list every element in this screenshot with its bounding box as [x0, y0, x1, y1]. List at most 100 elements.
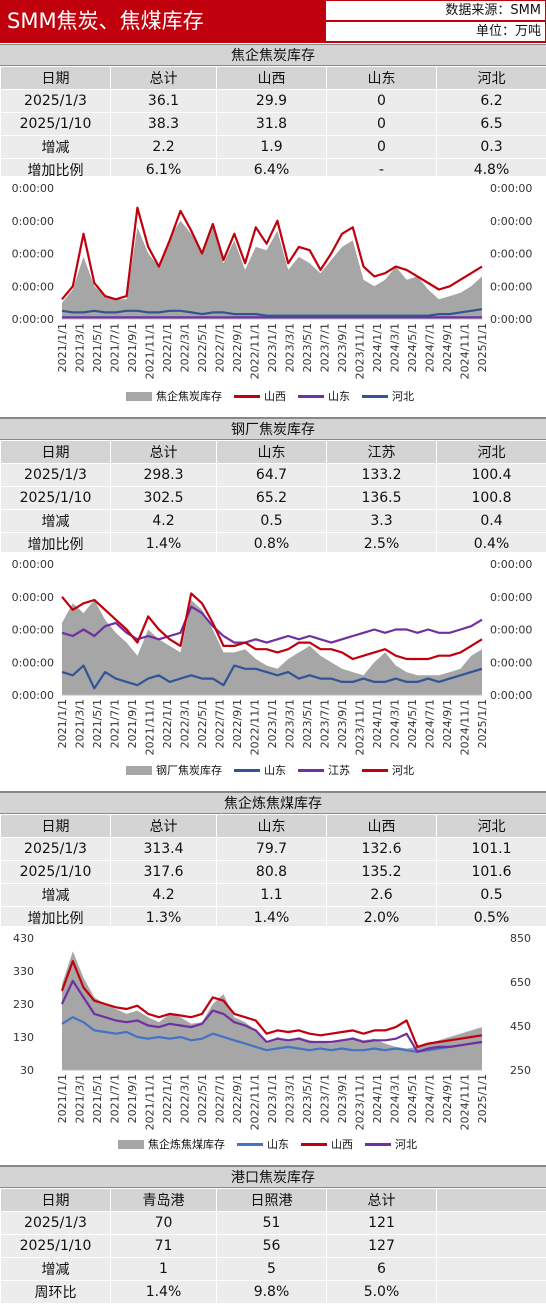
legend-label: 钢厂焦炭库存: [156, 762, 222, 778]
x-tick-label: 2024/1/1: [371, 323, 384, 372]
table-cell: [437, 1281, 546, 1304]
table-cell: 100.8: [437, 487, 546, 510]
table-cell: 增减: [1, 510, 111, 533]
x-tick-label: 2022/9/1: [231, 323, 244, 372]
x-tick-label: 2021/3/1: [74, 699, 87, 748]
table-cell: 增减: [1, 884, 111, 907]
column-header: 河北: [437, 441, 546, 464]
y-tick-label: 0:00:00: [12, 182, 54, 195]
table-cell: 133.2: [327, 464, 437, 487]
legend-swatch: [234, 395, 260, 398]
table-cell: 2025/1/3: [1, 1212, 111, 1235]
table-cell: 2025/1/3: [1, 90, 111, 113]
table-cell: 9.8%: [217, 1281, 327, 1304]
legend-label: 山东: [264, 762, 286, 778]
table-cell: 135.2: [327, 861, 437, 884]
table-cell: 周环比: [1, 1281, 111, 1304]
x-tick-label: 2025/1/1: [476, 323, 489, 372]
table-cell: 1.4%: [111, 1281, 217, 1304]
table-cell: 132.6: [327, 838, 437, 861]
x-tick-label: 2021/7/1: [109, 1074, 122, 1123]
data-source: 数据来源：SMM: [325, 0, 546, 21]
y-tick-label: 330: [13, 965, 34, 978]
x-tick-label: 2021/5/1: [91, 1074, 104, 1123]
table-cell: 0.5: [217, 510, 327, 533]
x-tick-label: 2021/1/1: [56, 323, 69, 372]
x-tick-label: 2022/7/1: [214, 1074, 227, 1123]
table-cell: 79.7: [217, 838, 327, 861]
table-cell: 1.1: [217, 884, 327, 907]
y2-tick-label: 450: [510, 1020, 531, 1033]
unit-label: 单位：万吨: [325, 21, 546, 42]
x-tick-label: 2022/7/1: [214, 323, 227, 372]
table-cell: 2025/1/3: [1, 838, 111, 861]
table-cell: 51: [217, 1212, 327, 1235]
table-cell: 100.4: [437, 464, 546, 487]
y-tick-label: 0:00:00: [12, 558, 54, 571]
x-tick-label: 2023/11/1: [354, 1074, 367, 1130]
x-tick-label: 2023/3/1: [284, 323, 297, 372]
column-header: 山东: [217, 441, 327, 464]
x-tick-label: 2021/9/1: [126, 1074, 139, 1123]
table-cell: 0: [327, 113, 437, 136]
x-tick-label: 2021/7/1: [109, 323, 122, 372]
x-tick-label: 2021/11/1: [144, 323, 157, 379]
x-tick-label: 2022/3/1: [179, 699, 192, 748]
legend-label: 江苏: [328, 762, 350, 778]
table-cell: 29.9: [217, 90, 327, 113]
legend-label: 焦企焦炭库存: [156, 388, 222, 404]
legend-label: 山东: [328, 388, 350, 404]
section-title: 钢厂焦炭库存: [0, 418, 546, 440]
legend-swatch: [126, 766, 152, 775]
x-tick-label: 2023/5/1: [301, 1074, 314, 1123]
x-tick-label: 2023/11/1: [354, 699, 367, 755]
legend-label: 河北: [392, 762, 414, 778]
x-tick-label: 2024/5/1: [406, 699, 419, 748]
legend-swatch: [362, 395, 388, 398]
report-title: SMM焦炭、焦煤库存: [0, 0, 325, 43]
table-cell: 136.5: [327, 487, 437, 510]
y2-tick-label: 650: [510, 976, 531, 989]
x-tick-label: 2021/5/1: [91, 323, 104, 372]
x-tick-label: 2022/7/1: [214, 699, 227, 748]
legend-swatch: [365, 1143, 391, 1146]
table-cell: 1.9: [217, 136, 327, 159]
table-cell: 2.6: [327, 884, 437, 907]
x-tick-label: 2023/5/1: [301, 323, 314, 372]
x-tick-label: 2022/11/1: [249, 1074, 262, 1130]
legend-label: 河北: [395, 1136, 417, 1152]
column-header: 总计: [111, 815, 217, 838]
table-cell: 增减: [1, 1258, 111, 1281]
x-tick-label: 2022/5/1: [196, 323, 209, 372]
x-tick-label: 2025/1/1: [476, 699, 489, 748]
x-tick-label: 2021/3/1: [74, 323, 87, 372]
x-tick-label: 2021/9/1: [126, 323, 139, 372]
table-cell: 56: [217, 1235, 327, 1258]
chart-legend: 焦企炼焦煤库存山东山西河北: [118, 1136, 425, 1152]
table-cell: 0.5: [437, 884, 546, 907]
table-cell: 0: [327, 136, 437, 159]
x-tick-label: 2023/7/1: [319, 323, 332, 372]
column-header: 日期: [1, 1189, 111, 1212]
table-header-row: 日期青岛港日照港总计: [1, 1189, 546, 1212]
y2-tick-label: 0:00:00: [490, 689, 532, 702]
column-header: 山东: [327, 67, 437, 90]
table-cell: 增减: [1, 136, 111, 159]
table-cell: 4.2: [111, 884, 217, 907]
table-cell: 101.1: [437, 838, 546, 861]
table-cell: [437, 1235, 546, 1258]
series-area: [62, 221, 482, 319]
x-tick-label: 2022/9/1: [231, 699, 244, 748]
table-cell: 121: [327, 1212, 437, 1235]
table-cell: 2.2: [111, 136, 217, 159]
